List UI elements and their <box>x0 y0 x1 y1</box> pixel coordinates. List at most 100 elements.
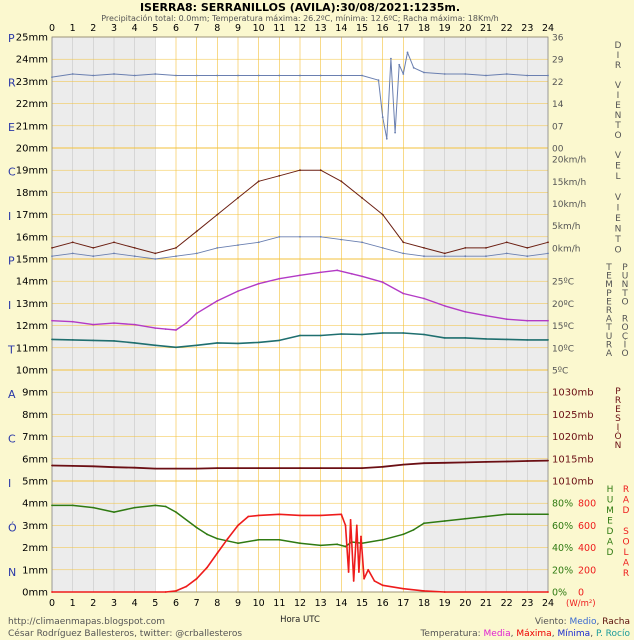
hum-tick-3: 20% <box>552 565 573 576</box>
series-line-temperature_c-media <box>51 269 548 331</box>
hour-top-label-20: 20 <box>459 23 471 34</box>
data-point-wind_speed_kmh-17 <box>402 252 405 255</box>
hour-bottom-label-6: 6 <box>173 598 179 609</box>
data-point-wind_direction-20 <box>394 131 396 134</box>
hour-top-label-4: 4 <box>132 23 138 34</box>
data-point-temperature_c-8 <box>185 322 188 324</box>
temp-legend-media: Media <box>484 629 511 639</box>
precip-tick-8mm: 8mm <box>22 410 48 421</box>
data-point-humidity_pct-26 <box>485 515 487 518</box>
data-point-pressure_mb-1 <box>71 465 74 467</box>
data-point-temperature_c-24 <box>547 339 549 341</box>
data-point-humidity_pct-17 <box>344 545 347 548</box>
data-point-pressure_mb-2 <box>92 465 95 468</box>
side-label-rad-char-8: R <box>623 569 629 579</box>
vel-tick-1: 15km/h <box>552 178 586 188</box>
hour-top-label-7: 7 <box>194 23 200 34</box>
vel-tick-2: 10km/h <box>552 200 586 210</box>
footer-wind-legend: Viento: Medio, Racha <box>535 617 630 627</box>
temp-legend-sep-2: , <box>552 629 558 639</box>
data-point-solar_radiation_wm2-11 <box>278 513 281 516</box>
data-point-wind_speed_kmh-21 <box>485 255 487 258</box>
rad-tick-2: 400 <box>578 543 596 554</box>
temp-legend-minima: Mínima <box>557 629 590 639</box>
data-point-solar_radiation_wm2-1 <box>164 591 167 593</box>
pres-tick-4: 1010mb <box>552 477 594 488</box>
data-point-humidity_pct-28 <box>526 513 529 516</box>
data-point-pressure_mb-20 <box>464 461 467 464</box>
data-point-solar_radiation_wm2-13 <box>319 514 322 517</box>
data-point-temperature_c-22 <box>505 338 508 341</box>
data-point-wind_speed_kmh-16 <box>381 247 384 249</box>
hour-bottom-label-0: 0 <box>49 598 55 609</box>
hour-top-label-22: 22 <box>501 23 513 34</box>
dir-tick-0: 36 <box>552 34 564 44</box>
data-point-wind_speed_kmh-1 <box>71 252 74 255</box>
precip-tick-17mm: 17mm <box>16 210 48 221</box>
hum-tick-1: 60% <box>552 521 573 532</box>
data-point-wind_speed_kmh-17 <box>402 241 405 244</box>
side-label-rad-char-1: A <box>623 496 630 506</box>
precip-letter-2: E <box>8 121 15 134</box>
data-point-temperature_c-1 <box>71 320 74 323</box>
data-point-solar_radiation_wm2-4 <box>195 577 198 580</box>
data-point-temperature_c-27 <box>547 319 549 322</box>
side-label-hum-char-0: H <box>607 485 614 495</box>
hour-bottom-label-13: 13 <box>315 598 327 609</box>
data-point-wind_speed_kmh-10 <box>257 180 260 183</box>
precip-tick-11mm: 11mm <box>16 343 48 354</box>
side-label-dir-char-4: V <box>615 81 622 91</box>
data-point-pressure_mb-3 <box>113 466 115 469</box>
data-point-wind_direction-9 <box>237 74 239 77</box>
data-point-wind_direction-28 <box>485 74 487 77</box>
data-point-pressure_mb-18 <box>423 462 425 465</box>
footer-temp-legend: Temperatura: Media, Máxima, Mínima, P. R… <box>419 629 630 639</box>
data-point-wind_direction-15 <box>361 74 363 77</box>
dir-tick-2: 22 <box>552 78 563 88</box>
precip-tick-14mm: 14mm <box>16 277 48 288</box>
data-point-wind_speed_kmh-18 <box>423 247 425 249</box>
rad-tick-3: 200 <box>578 565 596 576</box>
data-point-pressure_mb-7 <box>195 467 198 470</box>
precip-letter-7: T <box>7 344 15 357</box>
data-point-temperature_c-4 <box>133 323 136 326</box>
data-point-temperature_c-6 <box>175 346 177 349</box>
side-label-rad-char-2: D <box>623 506 630 516</box>
precip-tick-0mm: 0mm <box>22 588 48 599</box>
precip-letter-8: A <box>8 388 16 401</box>
data-point-wind_speed_kmh-20 <box>464 255 467 258</box>
footer-url: http://climaenmapas.blogspot.com <box>8 617 165 627</box>
hour-bottom-label-21: 21 <box>480 598 492 609</box>
temp-tick-0: 25ºC <box>552 278 574 288</box>
data-point-temperature_c-11 <box>278 339 281 342</box>
side-label-temp-char-8: U <box>606 332 613 342</box>
hour-top-label-3: 3 <box>111 23 117 34</box>
side-label-temp-char-4: E <box>606 297 612 307</box>
data-point-wind_direction-10 <box>257 74 260 77</box>
data-point-wind_speed_kmh-19 <box>443 255 446 258</box>
temp-tick-4: 5ºC <box>552 367 568 377</box>
data-point-solar_radiation_wm2-26 <box>402 587 405 590</box>
precip-tick-25mm: 25mm <box>16 33 48 44</box>
side-label-rad-char-0: R <box>623 485 629 495</box>
data-point-humidity_pct-6 <box>164 505 167 508</box>
side-label-hum-char-1: U <box>607 496 614 506</box>
hour-top-label-0: 0 <box>49 23 55 34</box>
hour-bottom-label-15: 15 <box>356 598 368 609</box>
data-point-wind_speed_kmh-15 <box>361 241 363 244</box>
data-point-solar_radiation_wm2-28 <box>443 591 446 593</box>
data-point-wind_speed_kmh-24 <box>547 252 549 255</box>
hour-top-label-15: 15 <box>356 23 368 34</box>
data-point-humidity_pct-8 <box>195 526 198 529</box>
data-point-wind_direction-24 <box>412 66 415 69</box>
data-point-wind_speed_kmh-18 <box>423 255 425 258</box>
data-point-temperature_c-10 <box>257 341 260 344</box>
side-label-dew-char-4: O <box>621 297 628 307</box>
data-point-solar_radiation_wm2-20 <box>358 571 360 573</box>
precip-letter-4: I <box>8 210 11 223</box>
data-point-pressure_mb-9 <box>237 467 239 469</box>
precip-tick-12mm: 12mm <box>16 321 48 332</box>
data-point-wind_direction-14 <box>340 74 343 77</box>
hour-top-label-9: 9 <box>235 23 241 34</box>
